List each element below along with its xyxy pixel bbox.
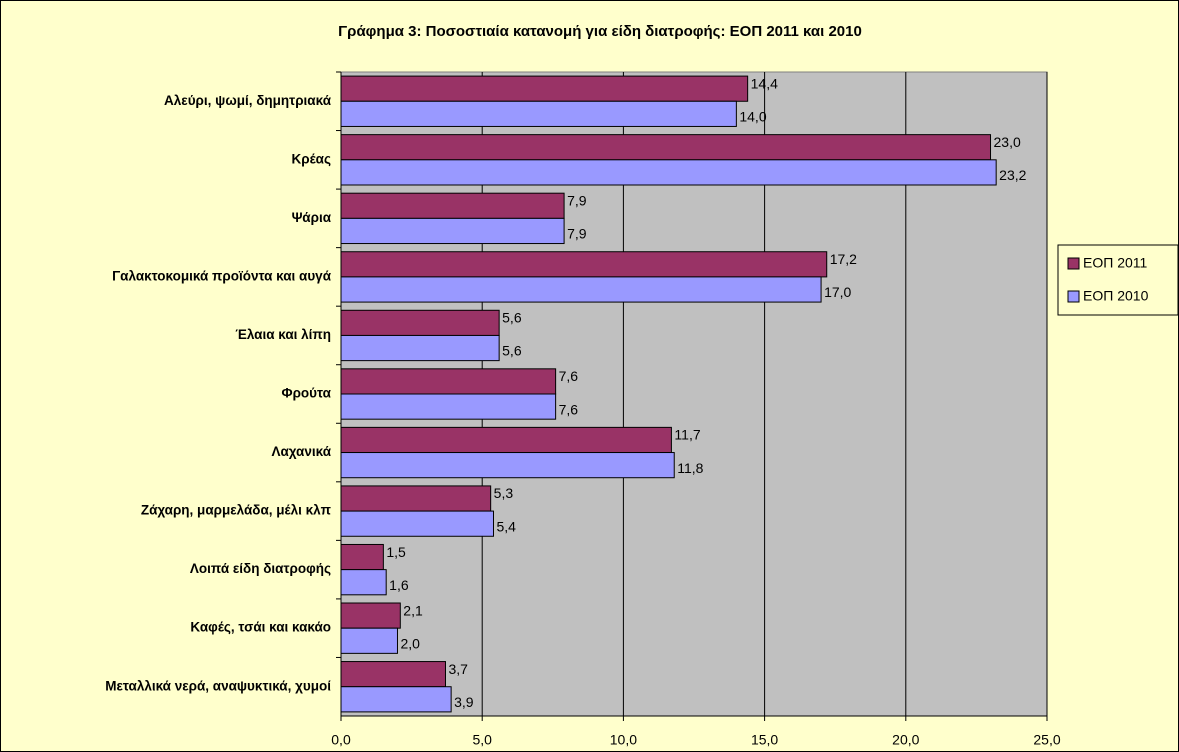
value-label: 7,9 — [567, 192, 587, 208]
y-tick-label: Ψάρια — [292, 210, 332, 225]
bar — [340, 627, 398, 654]
value-label: 17,0 — [824, 284, 851, 300]
legend-swatch — [1067, 257, 1080, 270]
value-label: 2,0 — [400, 635, 420, 651]
y-tick-label: Λαχανικά — [271, 444, 331, 459]
bar — [340, 251, 828, 278]
bar — [340, 543, 384, 571]
bar — [340, 159, 997, 186]
bar — [340, 368, 557, 395]
value-label: 5,6 — [502, 343, 522, 359]
x-tick-label: 25,0 — [1033, 732, 1060, 748]
y-tick-label: Μεταλλικά νερά, αναψυκτικά, χυμοί — [105, 678, 331, 693]
x-tick-label: 0,0 — [331, 732, 351, 748]
bar — [340, 192, 565, 219]
y-tick-label: Φρούτα — [282, 386, 332, 401]
value-label: 14,4 — [751, 75, 778, 91]
bar — [340, 393, 557, 420]
bar — [340, 276, 822, 303]
x-tick-label: 15,0 — [751, 732, 778, 748]
legend-label: ΕΟΠ 2011 — [1083, 255, 1148, 271]
value-label: 5,3 — [494, 485, 514, 501]
y-tick-label: Ζάχαρη, μαρμελάδα, μέλι κλπ — [141, 503, 331, 518]
y-tick-label: Αλεύρι, ψωμί, δημητριακά — [164, 93, 332, 108]
y-tick-label: Έλαια και λίπη — [235, 327, 331, 342]
bar — [340, 334, 500, 362]
legend-swatch — [1067, 290, 1080, 303]
bar — [340, 602, 401, 629]
legend-box — [1057, 244, 1179, 316]
bar — [340, 217, 565, 245]
value-label: 11,7 — [674, 427, 700, 443]
value-label: 7,9 — [567, 226, 587, 242]
bar — [340, 661, 446, 688]
value-label: 7,6 — [559, 401, 579, 417]
value-label: 5,4 — [496, 518, 516, 534]
bar — [340, 309, 500, 336]
value-label: 2,1 — [403, 602, 423, 618]
bar — [340, 510, 494, 537]
x-tick-label: 10,0 — [610, 732, 637, 748]
value-label: 3,7 — [448, 661, 468, 677]
value-label: 23,0 — [994, 134, 1021, 150]
chart-title: Γράφημα 3: Ποσοστιαία κατανομή για είδη … — [338, 23, 862, 40]
x-tick-label: 20,0 — [892, 732, 919, 748]
value-label: 14,0 — [739, 109, 766, 125]
bar — [340, 569, 387, 596]
x-tick-label: 5,0 — [472, 732, 492, 748]
bar — [340, 452, 675, 479]
value-label: 5,6 — [502, 310, 522, 326]
bar — [340, 75, 749, 102]
value-label: 1,6 — [389, 577, 409, 593]
bar — [340, 686, 452, 713]
y-tick-label: Λοιπά είδη διατροφής — [190, 561, 331, 576]
value-label: 17,2 — [830, 251, 857, 267]
value-label: 3,9 — [454, 694, 474, 710]
bar — [340, 134, 992, 161]
bar — [340, 485, 492, 512]
y-tick-label: Καφές, τσάι και κακάο — [190, 620, 331, 635]
value-label: 23,2 — [999, 167, 1026, 183]
legend-label: ΕΟΠ 2010 — [1083, 288, 1149, 304]
y-tick-label: Γαλακτοκομικά προϊόντα και αυγά — [112, 268, 332, 283]
value-label: 1,5 — [386, 544, 406, 560]
y-tick-label: Κρέας — [291, 151, 331, 166]
bar — [340, 100, 737, 127]
bar — [340, 426, 672, 454]
value-label: 11,8 — [677, 460, 703, 476]
value-label: 7,6 — [559, 368, 579, 384]
